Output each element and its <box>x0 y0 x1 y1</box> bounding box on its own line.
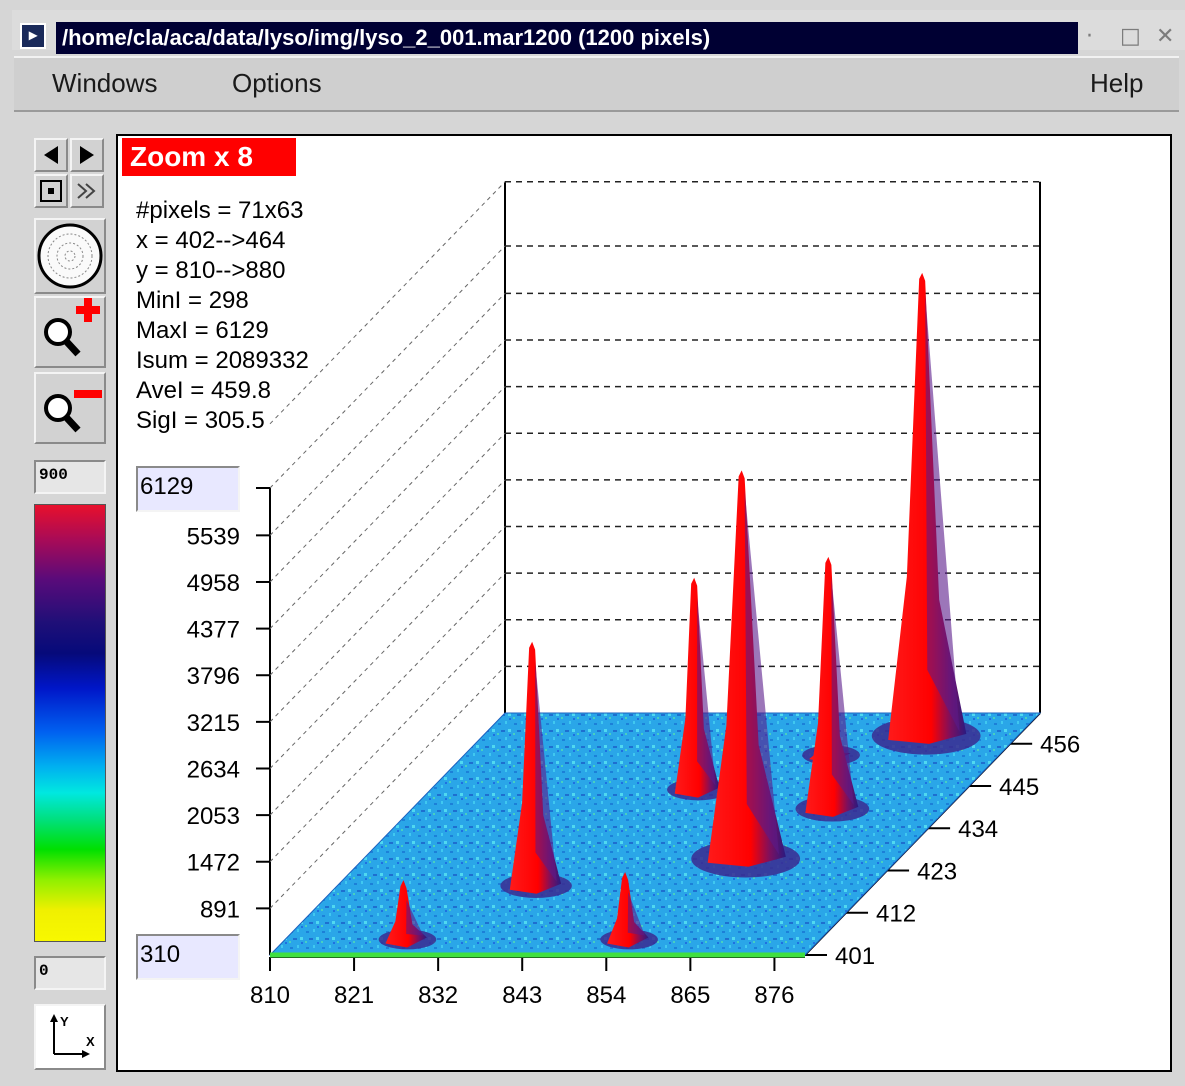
stat-pixels: #pixels = 71x63 <box>136 197 304 224</box>
next-button[interactable] <box>70 138 104 172</box>
color-scale-bar <box>34 504 106 942</box>
detector-view-button[interactable] <box>34 218 106 294</box>
xy-axes-icon: Y X <box>50 1014 95 1058</box>
window-title: /home/cla/aca/data/lyso/img/lyso_2_001.m… <box>56 22 1078 54</box>
range-max-field[interactable]: 6129 <box>136 466 240 512</box>
stat-average-intensity: AveI = 459.8 <box>136 377 271 404</box>
stat-y-range: y = 810-->880 <box>136 257 286 284</box>
menu-windows[interactable]: Windows <box>52 68 158 98</box>
box-button[interactable] <box>34 174 68 208</box>
zoom-out-icon <box>44 390 102 433</box>
stat-min-intensity: MinI = 298 <box>136 287 249 314</box>
detector-image-icon <box>37 223 103 289</box>
stat-max-intensity: MaxI = 6129 <box>136 317 269 344</box>
menu-options[interactable]: Options <box>232 68 322 98</box>
stat-sigma-intensity: SigI = 305.5 <box>136 407 265 434</box>
axes-button[interactable]: Y X <box>34 1004 106 1070</box>
title-bar: ▸ /home/cla/aca/data/lyso/img/lyso_2_001… <box>12 10 1185 54</box>
stat-x-range: x = 402-->464 <box>136 227 286 254</box>
axes-y-label: Y <box>60 1014 69 1029</box>
axes-x-label: X <box>86 1034 95 1049</box>
statistics-block: #pixels = 71x63 x = 402-->464 y = 810-->… <box>136 196 309 436</box>
fast-forward-button[interactable] <box>70 174 104 208</box>
triangle-left-icon <box>44 146 58 164</box>
close-button[interactable]: ✕ <box>1156 24 1175 49</box>
maximize-button[interactable]: □ <box>1120 24 1141 49</box>
zoom-in-icon <box>44 298 100 357</box>
window-menu-icon[interactable]: ▸ <box>20 23 46 49</box>
zoom-out-button[interactable] <box>34 372 106 444</box>
stat-intensity-sum: Isum = 2089332 <box>136 347 309 374</box>
color-max-field[interactable]: 900 <box>34 460 106 494</box>
double-chevron-icon <box>77 183 96 199</box>
prev-button[interactable] <box>34 138 68 172</box>
triangle-right-icon <box>80 146 94 164</box>
menu-help[interactable]: Help <box>1090 68 1144 98</box>
minimize-button[interactable]: · <box>1086 24 1093 49</box>
range-min-field[interactable]: 310 <box>136 934 240 980</box>
menu-bar: Windows Options Help <box>14 56 1179 112</box>
color-min-field[interactable]: 0 <box>34 956 106 990</box>
zoom-in-button[interactable] <box>34 296 106 368</box>
zoom-label: Zoom x 8 <box>122 138 296 176</box>
box-icon <box>40 180 62 202</box>
